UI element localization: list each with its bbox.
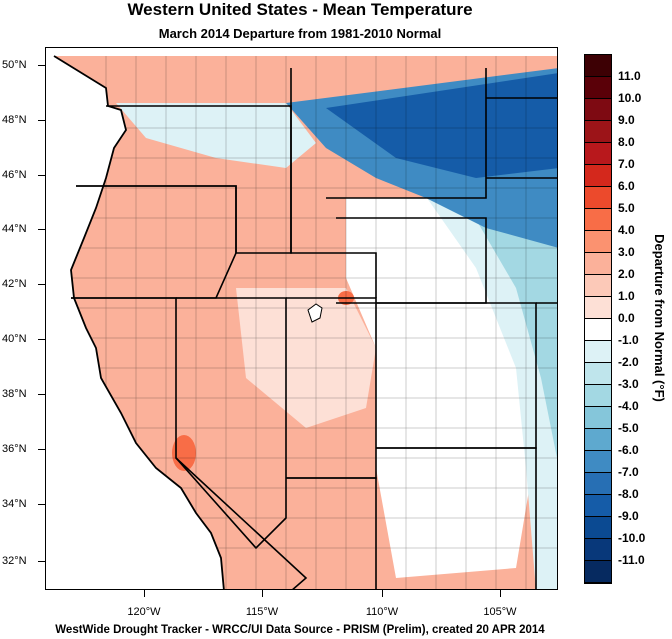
colorbar-label: 11.0 [618, 69, 641, 83]
colorbar-swatch [585, 275, 611, 297]
colorbar-label: -6.0 [618, 443, 639, 457]
colorbar-label: 4.0 [618, 223, 635, 237]
lon-tick [262, 590, 263, 597]
colorbar-swatch [585, 77, 611, 99]
lat-label: 46°N [2, 169, 27, 181]
colorbar-label: 6.0 [618, 179, 635, 193]
state-borders [71, 68, 557, 589]
colorbar-swatch [585, 385, 611, 407]
colorbar-label: -2.0 [618, 355, 639, 369]
colorbar-swatch [585, 143, 611, 165]
lon-label: 120°W [127, 606, 161, 618]
map-canvas [46, 48, 557, 589]
colorbar-label: 5.0 [618, 201, 635, 215]
lat-tick [38, 449, 45, 450]
colorbar-swatch [585, 473, 611, 495]
lon-label: 110°W [365, 606, 399, 618]
lat-tick [38, 284, 45, 285]
colorbar-label: -10.0 [618, 531, 646, 545]
colorbar-swatch [585, 561, 611, 583]
idaho-border [290, 106, 377, 298]
plains-borders [486, 97, 557, 304]
colorbar-label: 8.0 [618, 135, 635, 149]
cool-deep-field [326, 73, 557, 178]
lat-tick [38, 120, 45, 121]
temperature-departure-map [45, 47, 558, 590]
lat-tick [38, 65, 45, 66]
footer-credit: WestWide Drought Tracker - WRCC/UI Data … [55, 624, 545, 636]
colorbar-swatch [585, 363, 611, 385]
colorbar-swatch [585, 99, 611, 121]
lat-tick [38, 229, 45, 230]
colorbar-label: -1.0 [618, 333, 639, 347]
colorbar-label: 2.0 [618, 267, 635, 281]
colorbar-label: 7.0 [618, 157, 635, 171]
colorbar-swatch [585, 451, 611, 473]
lat-label: 44°N [2, 223, 27, 235]
lat-tick [38, 394, 45, 395]
lat-tick [38, 561, 45, 562]
colorbar-label: 3.0 [618, 245, 635, 259]
colorbar-swatch [585, 341, 611, 363]
lon-tick [382, 590, 383, 597]
colorbar-swatch [585, 517, 611, 539]
map-subtitle: March 2014 Departure from 1981-2010 Norm… [158, 26, 442, 41]
colorbar-swatch [585, 407, 611, 429]
lat-label: 40°N [2, 333, 27, 345]
lat-tick [38, 339, 45, 340]
colorbar-label: -8.0 [618, 487, 639, 501]
colorbar-label: 0.0 [618, 311, 635, 325]
colorbar-swatch [585, 55, 611, 77]
colorbar-label: 1.0 [618, 289, 635, 303]
colorbar-swatch [585, 121, 611, 143]
colorbar-swatch [585, 253, 611, 275]
lat-label: 50°N [2, 59, 27, 71]
colorbar-label: -4.0 [618, 399, 639, 413]
pacific-coastline [53, 55, 225, 589]
lon-tick [500, 590, 501, 597]
arizona-border [286, 477, 377, 589]
nevada-border [175, 297, 287, 550]
colorbar-label: -3.0 [618, 377, 639, 391]
colorbar-label: 10.0 [618, 91, 642, 105]
warm-strong-spot [172, 435, 196, 471]
colorbar-label: -5.0 [618, 421, 639, 435]
montana-border [290, 68, 487, 199]
lon-tick [144, 590, 145, 597]
colorbar-swatch [585, 429, 611, 451]
colorbar-swatch [585, 231, 611, 253]
lon-label: 105°W [483, 606, 517, 618]
great-salt-lake [307, 303, 323, 323]
colorbar-title: Departure from Normal (°F) [652, 234, 667, 402]
colorbar-swatch [585, 165, 611, 187]
new-mexico-border [376, 447, 537, 589]
colorbar-label: 9.0 [618, 113, 635, 127]
lat-tick [38, 504, 45, 505]
colorbar-label: -7.0 [618, 465, 639, 479]
lat-label: 42°N [2, 278, 27, 290]
lat-label: 38°N [2, 388, 27, 400]
map-title: Western United States - Mean Temperature [127, 0, 473, 19]
colorbar [584, 54, 612, 584]
lat-label: 36°N [2, 443, 27, 455]
lat-tick [38, 175, 45, 176]
lat-label: 34°N [2, 498, 27, 510]
colorbar-swatch [585, 297, 611, 319]
lat-label: 48°N [2, 114, 27, 126]
light-warm-field [236, 288, 376, 428]
colorbar-swatch [585, 495, 611, 517]
colorbar-swatch [585, 319, 611, 341]
colorbar-swatch [585, 209, 611, 231]
lon-label: 115°W [245, 606, 279, 618]
lat-label: 32°N [2, 555, 27, 567]
colorbar-label: -11.0 [618, 553, 645, 567]
colorbar-label: -9.0 [618, 509, 639, 523]
colorbar-swatch [585, 187, 611, 209]
colorbar-swatch [585, 539, 611, 561]
